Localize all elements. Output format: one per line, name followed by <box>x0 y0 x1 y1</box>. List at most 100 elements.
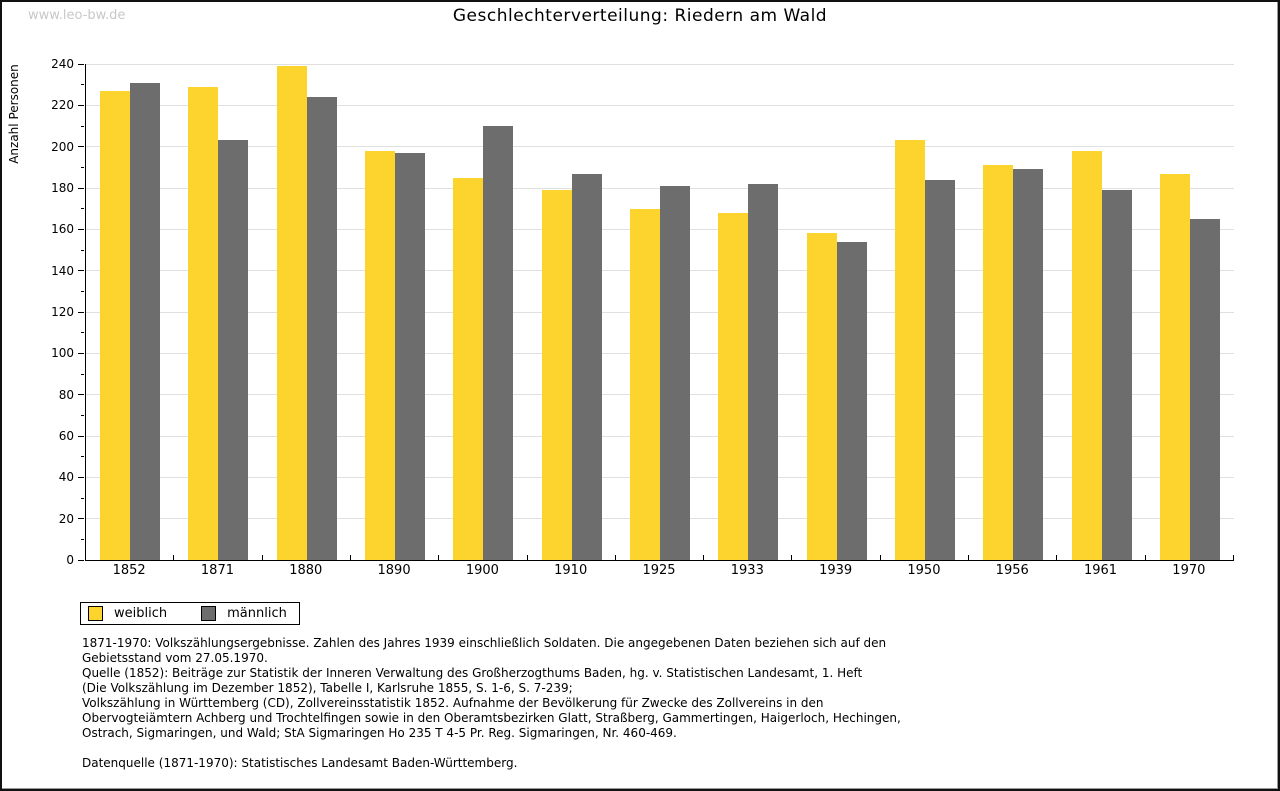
x-tick-label: 1925 <box>642 563 676 578</box>
maennlich-swatch <box>201 606 217 621</box>
bar-männlich-1900 <box>483 126 514 560</box>
bar-männlich-1970 <box>1189 219 1220 560</box>
y-tick-label: 100 <box>51 346 74 361</box>
y-axis-minor-tick <box>81 290 84 292</box>
x-axis-tick <box>1233 555 1234 560</box>
bar-männlich-1880 <box>306 97 337 560</box>
bar-weiblich-1910 <box>541 190 572 560</box>
x-tick-label: 1852 <box>112 563 146 578</box>
y-tick-label: 200 <box>51 139 74 154</box>
legend-label-weiblich: weiblich <box>114 606 168 621</box>
y-axis-tick <box>78 559 84 561</box>
y-tick-label: 0 <box>66 553 74 567</box>
bar-männlich-1910 <box>571 173 602 560</box>
y-axis-tick <box>78 476 84 478</box>
bar-weiblich-1880 <box>276 66 307 560</box>
bar-männlich-1961 <box>1101 190 1132 560</box>
gridline <box>86 104 1234 106</box>
weiblich-swatch <box>88 606 103 621</box>
footnote-line: Gebietsstand vom 27.05.1970. <box>82 651 268 665</box>
y-tick-label: 240 <box>51 57 74 71</box>
bar-weiblich-1900 <box>453 177 484 560</box>
bar-männlich-1933 <box>748 183 779 560</box>
x-tick-label: 1970 <box>1172 563 1206 578</box>
plot-area <box>85 63 1234 561</box>
bar-männlich-1950 <box>924 179 955 560</box>
y-axis-label: Anzahl Personen <box>7 64 21 164</box>
legend: weiblich männlich <box>80 602 300 625</box>
legend-label-maennlich: männlich <box>227 606 287 621</box>
y-tick-label: 60 <box>58 429 74 443</box>
bar-männlich-1939 <box>836 241 867 560</box>
y-axis-tick <box>78 352 84 354</box>
y-axis-tick <box>78 311 84 313</box>
x-tick-label: 1950 <box>907 563 941 578</box>
x-axis-tick <box>349 555 351 560</box>
y-tick-label: 120 <box>51 305 74 319</box>
legend-item-weiblich: weiblich <box>88 606 167 621</box>
bar-weiblich-1925 <box>630 208 660 560</box>
y-axis-tick <box>78 270 84 272</box>
y-axis-minor-tick <box>81 456 84 458</box>
x-tick-label: 1910 <box>554 563 588 578</box>
y-axis-minor-tick <box>81 166 84 168</box>
x-axis-tick <box>703 555 705 560</box>
watermark: www.leo-bw.de <box>20 6 134 25</box>
y-tick-label: 80 <box>58 387 74 402</box>
y-axis-tick <box>78 394 84 396</box>
footnote-line: (Die Volkszählung im Dezember 1852), Tab… <box>82 681 573 695</box>
bar-männlich-1871 <box>218 140 249 560</box>
x-axis-tick <box>614 555 616 560</box>
y-axis-tick <box>78 435 84 437</box>
y-axis-minor-tick <box>81 373 84 375</box>
y-axis-minor-tick <box>81 208 84 210</box>
x-tick-label: 1871 <box>200 563 234 578</box>
chart-title: Geschlechterverteilung: Riedern am Wald <box>452 6 828 26</box>
bar-weiblich-1956 <box>983 165 1014 560</box>
x-axis-tick <box>791 555 793 560</box>
y-axis-minor-tick <box>81 332 84 334</box>
bar-weiblich-1939 <box>806 233 837 560</box>
gridline <box>86 146 1234 148</box>
footnote-line: Ostrach, Sigmaringen, und Wald; StA Sigm… <box>82 726 677 740</box>
datasource-line: Datenquelle (1871-1970): Statistisches L… <box>82 756 518 770</box>
footnote-line: 1871-1970: Volkszählungsergebnisse. Zahl… <box>82 636 887 650</box>
footnote-line: Obervogteiämtern Achberg und Trochtelfin… <box>82 711 901 725</box>
y-axis-minor-tick <box>81 497 84 499</box>
x-axis-tick <box>1056 555 1058 560</box>
y-tick-label: 140 <box>51 263 74 278</box>
y-tick-label: 160 <box>51 222 74 237</box>
y-axis-tick <box>78 63 84 65</box>
y-axis-tick <box>78 146 84 148</box>
x-axis-tick <box>968 555 970 560</box>
bar-männlich-1956 <box>1013 169 1044 560</box>
x-tick-label: 1880 <box>289 563 323 578</box>
bar-männlich-1852 <box>130 82 161 560</box>
y-axis-minor-tick <box>81 414 84 416</box>
bar-weiblich-1890 <box>365 150 396 560</box>
gridline <box>86 63 1234 65</box>
x-tick-label: 1939 <box>819 563 853 578</box>
y-axis-minor-tick <box>81 84 84 86</box>
y-axis-tick <box>78 104 84 106</box>
legend-item-maennlich: männlich <box>201 606 287 621</box>
x-tick-label: 1890 <box>377 563 411 578</box>
bar-weiblich-1970 <box>1159 173 1190 560</box>
footnote-line: Volkszählung in Württemberg (CD), Zollve… <box>82 696 824 710</box>
bar-weiblich-1933 <box>718 212 749 560</box>
x-tick-label: 1933 <box>730 563 764 578</box>
bar-männlich-1925 <box>660 185 690 560</box>
y-tick-label: 220 <box>51 98 74 113</box>
x-tick-label: 1956 <box>995 563 1029 578</box>
y-tick-label: 40 <box>58 470 74 485</box>
bar-weiblich-1871 <box>188 86 219 560</box>
footnotes: 1871-1970: Volkszählungsergebnisse. Zahl… <box>82 636 901 771</box>
x-axis-tick <box>438 555 440 560</box>
y-axis-minor-tick <box>81 249 84 251</box>
y-axis-tick <box>78 228 84 230</box>
bar-männlich-1890 <box>395 152 426 560</box>
x-tick-label: 1900 <box>465 563 499 578</box>
y-axis-minor-tick <box>81 538 84 540</box>
bar-weiblich-1950 <box>894 140 925 560</box>
